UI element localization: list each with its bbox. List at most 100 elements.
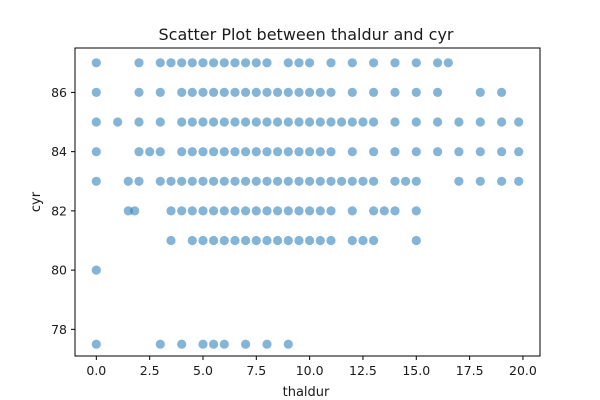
data-point bbox=[134, 147, 144, 157]
data-point bbox=[411, 117, 421, 127]
data-point bbox=[390, 206, 400, 216]
data-point bbox=[294, 87, 304, 97]
data-point bbox=[251, 58, 261, 68]
data-point bbox=[251, 117, 261, 127]
x-tick-label: 20.0 bbox=[509, 363, 537, 378]
data-point bbox=[433, 87, 443, 97]
data-point bbox=[390, 87, 400, 97]
data-point bbox=[219, 339, 229, 349]
data-point bbox=[305, 117, 315, 127]
data-point bbox=[315, 147, 325, 157]
data-point bbox=[177, 176, 187, 186]
data-point bbox=[241, 235, 251, 246]
data-point bbox=[91, 58, 101, 68]
data-point bbox=[294, 206, 304, 216]
data-point bbox=[294, 147, 304, 157]
data-point bbox=[166, 235, 176, 246]
data-point bbox=[209, 58, 219, 68]
data-point bbox=[230, 87, 240, 97]
data-point bbox=[305, 235, 315, 246]
data-point bbox=[262, 117, 272, 127]
data-point bbox=[369, 235, 379, 246]
data-point bbox=[134, 117, 144, 127]
data-point bbox=[187, 206, 197, 216]
x-tick-label: 2.5 bbox=[140, 363, 160, 378]
data-point bbox=[209, 147, 219, 157]
data-point bbox=[390, 176, 400, 186]
data-point bbox=[283, 58, 293, 68]
data-point bbox=[209, 87, 219, 97]
data-point bbox=[315, 206, 325, 216]
data-point bbox=[369, 87, 379, 97]
data-point bbox=[219, 147, 229, 157]
data-point bbox=[262, 147, 272, 157]
data-point bbox=[273, 87, 283, 97]
data-point bbox=[433, 147, 443, 157]
data-point bbox=[230, 206, 240, 216]
y-tick-label: 80 bbox=[51, 263, 67, 278]
data-point bbox=[262, 235, 272, 246]
data-point bbox=[241, 117, 251, 127]
data-point bbox=[326, 206, 336, 216]
data-point bbox=[198, 206, 208, 216]
data-point bbox=[251, 147, 261, 157]
data-point bbox=[283, 339, 293, 349]
x-tick-label: 12.5 bbox=[349, 363, 377, 378]
data-point bbox=[230, 176, 240, 186]
data-point bbox=[294, 117, 304, 127]
data-point bbox=[273, 206, 283, 216]
chart-title: Scatter Plot between thaldur and cyr bbox=[159, 25, 454, 44]
data-point bbox=[411, 147, 421, 157]
data-point bbox=[241, 206, 251, 216]
data-point bbox=[177, 58, 187, 68]
data-point bbox=[347, 58, 357, 68]
data-point bbox=[251, 176, 261, 186]
data-point bbox=[241, 339, 251, 349]
data-point bbox=[198, 235, 208, 246]
data-point bbox=[294, 235, 304, 246]
x-tick-label: 7.5 bbox=[246, 363, 266, 378]
data-point bbox=[177, 87, 187, 97]
data-point bbox=[358, 117, 368, 127]
data-point bbox=[283, 235, 293, 246]
x-tick-label: 17.5 bbox=[456, 363, 484, 378]
data-point bbox=[177, 117, 187, 127]
data-point bbox=[241, 58, 251, 68]
data-point bbox=[219, 87, 229, 97]
data-point bbox=[123, 206, 133, 216]
data-point bbox=[347, 147, 357, 157]
y-tick-label: 78 bbox=[51, 322, 67, 337]
data-point bbox=[305, 58, 315, 68]
data-point bbox=[283, 176, 293, 186]
data-point bbox=[262, 58, 272, 68]
data-point bbox=[411, 235, 421, 246]
data-point bbox=[166, 176, 176, 186]
data-point bbox=[230, 117, 240, 127]
data-point bbox=[177, 206, 187, 216]
data-point bbox=[358, 176, 368, 186]
x-tick-label: 0.0 bbox=[86, 363, 106, 378]
data-point bbox=[262, 87, 272, 97]
data-point bbox=[198, 176, 208, 186]
data-point bbox=[358, 235, 368, 246]
data-point bbox=[326, 147, 336, 157]
data-point bbox=[219, 206, 229, 216]
data-point bbox=[134, 87, 144, 97]
data-point bbox=[337, 176, 347, 186]
y-axis-ticks: 78 80 82 84 86 bbox=[51, 85, 75, 337]
data-point bbox=[219, 58, 229, 68]
data-point bbox=[390, 147, 400, 157]
data-point bbox=[273, 176, 283, 186]
data-point bbox=[91, 87, 101, 97]
data-point bbox=[390, 117, 400, 127]
data-point bbox=[134, 176, 144, 186]
data-point bbox=[209, 176, 219, 186]
data-point bbox=[369, 147, 379, 157]
data-point bbox=[475, 147, 485, 157]
x-tick-label: 10.0 bbox=[296, 363, 324, 378]
data-point bbox=[347, 206, 357, 216]
data-point bbox=[123, 176, 133, 186]
data-point bbox=[187, 176, 197, 186]
data-point bbox=[497, 147, 507, 157]
